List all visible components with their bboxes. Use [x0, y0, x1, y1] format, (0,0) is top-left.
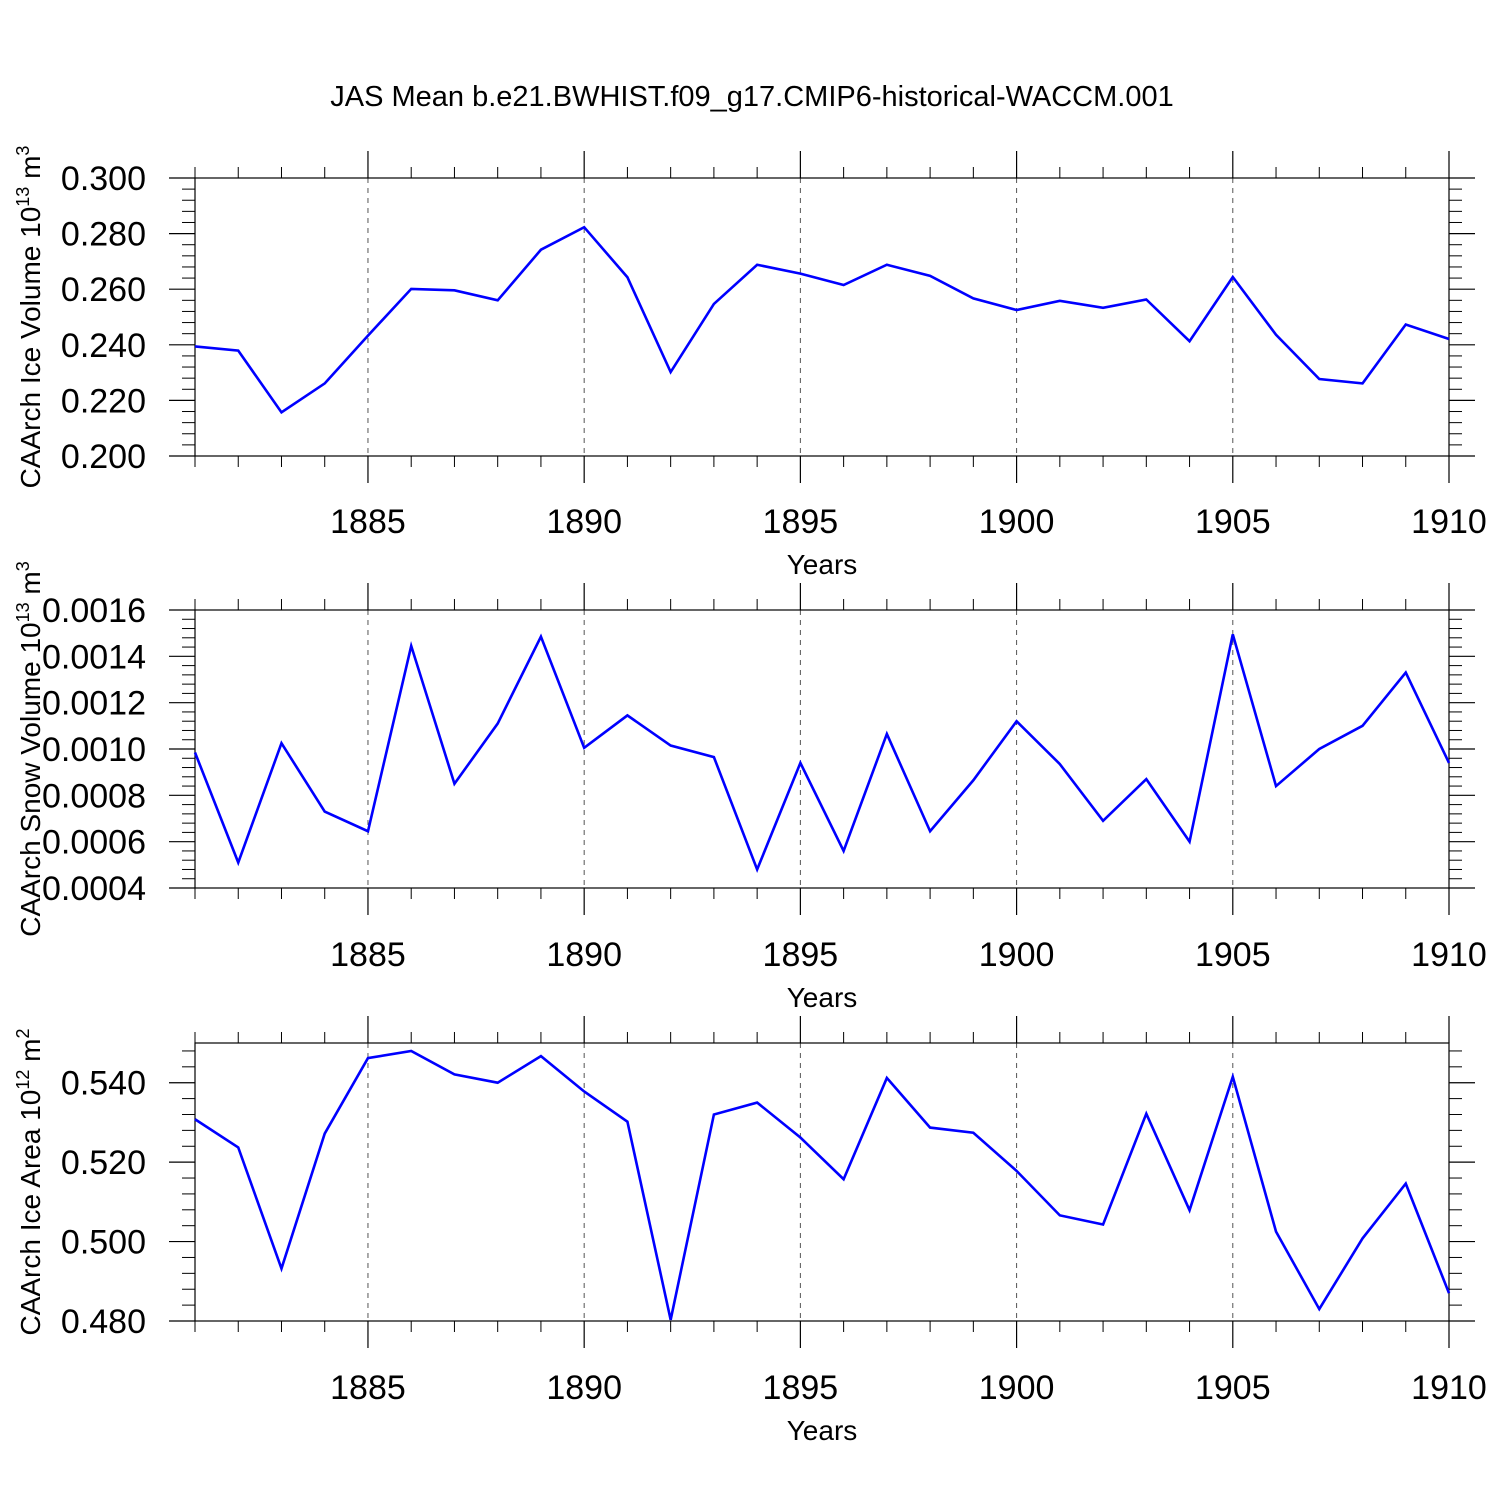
y-tick-label: 0.260 [61, 271, 146, 309]
y-axis-title-superscript: 2 [13, 1028, 33, 1038]
y-axis-title: CAArch Ice Volume 1013 m3 [13, 146, 46, 489]
y-tick-label: 0.200 [61, 438, 146, 476]
y-axis-title: CAArch Snow Volume 1013 m3 [13, 561, 46, 937]
y-axis-title-superscript: 13 [13, 602, 33, 622]
y-axis-title-superscript: 3 [13, 146, 33, 156]
plot-frame [194, 177, 1450, 457]
y-tick-label: 0.0012 [42, 685, 146, 723]
x-tick-label: 1895 [763, 1369, 839, 1407]
x-tick-label: 1900 [979, 936, 1055, 974]
series-line [194, 1049, 1451, 1321]
x-tick-label: 1900 [979, 1369, 1055, 1407]
y-tick-label: 0.520 [61, 1144, 146, 1182]
x-axis-title: Years [787, 982, 858, 1013]
y-axis-title-part: CAArch Snow Volume 10 [15, 622, 46, 936]
y-axis-title: CAArch Ice Area 1012 m2 [13, 1028, 46, 1335]
y-axis-title-superscript: 3 [13, 561, 33, 571]
series-line [194, 225, 1450, 415]
x-axis-title: Years [787, 1415, 858, 1446]
plot-frame [194, 1042, 1450, 1322]
y-tick-label: 0.540 [61, 1065, 146, 1103]
y-axis-title-superscript: 12 [13, 1070, 33, 1090]
y-tick-label: 0.240 [61, 327, 146, 365]
x-tick-label: 1905 [1195, 503, 1271, 541]
y-tick-label: 0.300 [61, 160, 146, 198]
y-axis-title-part: CAArch Ice Volume 10 [15, 207, 46, 489]
x-axis-title: Years [787, 549, 858, 580]
panel-3: 0.480 0.500 0.520 0.540 1885 1890 1895 1900 1905… [13, 1016, 1487, 1446]
x-tick-label: 1890 [546, 936, 622, 974]
y-axis-title-part: m [15, 1038, 46, 1069]
x-tick-label: 1885 [330, 1369, 406, 1407]
y-tick-label: 0.480 [61, 1303, 146, 1341]
y-tick-label: 0.0014 [42, 638, 146, 676]
y-tick-label: 0.0006 [42, 824, 146, 862]
x-tick-label: 1895 [763, 936, 839, 974]
figure-title: JAS Mean b.e21.BWHIST.f09_g17.CMIP6-hist… [330, 81, 1173, 113]
x-tick-label: 1905 [1195, 1369, 1271, 1407]
panel-1: 0.200 0.220 0.240 0.260 0.280 0.300 1885 1890 18… [13, 146, 1487, 580]
y-tick-label: 0.280 [61, 216, 146, 254]
x-tick-label: 1885 [330, 503, 406, 541]
plot-frame [194, 609, 1450, 889]
y-axis-title-part: m [15, 156, 46, 187]
panel-2: 0.0004 0.0006 0.0008 0.0010 0.0012 0.0014 0.00… [13, 561, 1487, 1013]
y-axis-title-superscript: 13 [13, 187, 33, 207]
panels: 0.200 0.220 0.240 0.260 0.280 0.300 1885 1890 18… [13, 146, 1487, 1446]
y-tick-label: 0.0004 [42, 870, 146, 908]
x-tick-label: 1910 [1411, 503, 1487, 541]
x-tick-label: 1895 [763, 503, 839, 541]
y-tick-label: 0.0008 [42, 777, 146, 815]
y-tick-label: 0.0010 [42, 731, 146, 769]
y-tick-label: 0.0016 [42, 592, 146, 630]
x-tick-label: 1890 [546, 503, 622, 541]
x-tick-label: 1905 [1195, 936, 1271, 974]
series-line [193, 633, 1451, 874]
y-axis-title-part: CAArch Ice Area 10 [15, 1090, 46, 1336]
x-tick-label: 1910 [1411, 936, 1487, 974]
x-tick-label: 1900 [979, 503, 1055, 541]
x-tick-label: 1890 [546, 1369, 622, 1407]
x-tick-label: 1885 [330, 936, 406, 974]
y-tick-label: 0.220 [61, 382, 146, 420]
y-tick-label: 0.500 [61, 1224, 146, 1262]
y-axis-title-part: m [15, 571, 46, 602]
x-tick-label: 1910 [1411, 1369, 1487, 1407]
